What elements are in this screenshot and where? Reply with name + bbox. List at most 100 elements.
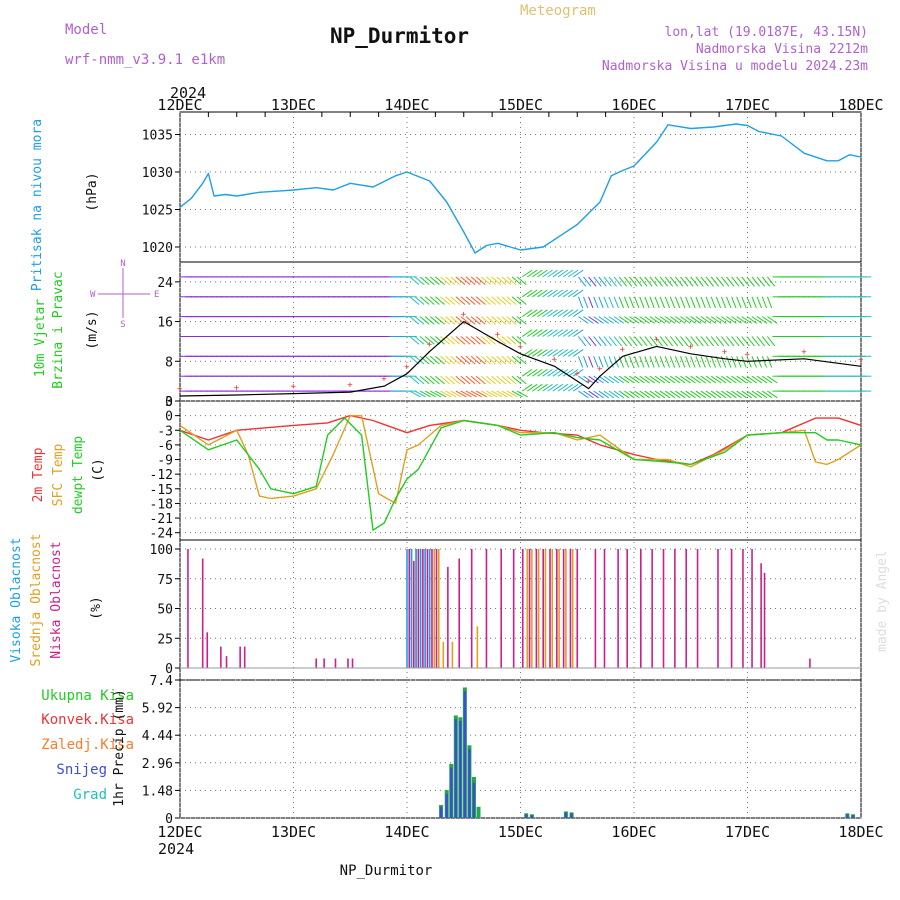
wind-barb	[455, 316, 466, 325]
wind-barb	[435, 355, 445, 365]
wind-barb	[736, 356, 742, 368]
snow-bar	[439, 806, 443, 818]
y-tick-label: 0	[165, 395, 173, 410]
wind-barb	[562, 269, 574, 278]
model-name: wrf-nmm_v3.9.1 e1km	[65, 52, 225, 68]
wind-barb	[537, 383, 548, 392]
wind-barb	[634, 356, 640, 368]
wind-gust-marker: +	[722, 347, 728, 357]
y-tick-label: -3	[157, 424, 173, 439]
footer-station: NP_Durmitor	[340, 863, 433, 879]
wind-barb	[685, 336, 694, 347]
wind-barb	[741, 375, 752, 384]
wind-barb	[675, 375, 686, 384]
wind-barb	[588, 336, 597, 347]
wind-barb	[675, 390, 686, 399]
wind-barb	[603, 336, 612, 347]
wind-barb	[419, 375, 430, 385]
wind-gust-marker: +	[495, 330, 501, 340]
wind-barb	[624, 336, 633, 347]
wind-barb	[710, 375, 722, 384]
y-tick-label: 1020	[142, 241, 173, 256]
wind-barb	[761, 356, 768, 368]
wind-barb	[649, 375, 661, 384]
wind-barb	[726, 356, 732, 368]
wind-barb	[761, 296, 768, 309]
wind-barb	[644, 356, 650, 368]
wind-barb	[578, 336, 587, 347]
wind-gust-marker: +	[552, 355, 558, 365]
wind-barb	[654, 276, 663, 287]
wind-barb	[577, 296, 584, 309]
wind-barb	[598, 296, 604, 309]
x-tick-label-bottom: 12DEC	[157, 823, 202, 841]
wind-barb	[496, 276, 507, 285]
wind-barb	[685, 390, 696, 399]
wind-barb	[470, 336, 481, 345]
wind-barb	[598, 336, 607, 347]
wind-barb	[445, 276, 456, 285]
wind-barb	[659, 375, 671, 384]
wind-barb	[501, 390, 513, 398]
wind-barb	[746, 296, 752, 309]
wind-barb	[567, 329, 579, 337]
wind-barb	[664, 390, 676, 399]
wind-barb	[429, 336, 440, 345]
wind-barb	[618, 336, 628, 347]
wind-barb	[695, 316, 707, 324]
y-tick-label: -24	[150, 527, 174, 542]
wind-barb	[721, 375, 732, 384]
wind-barb	[567, 349, 579, 357]
wind-barb	[731, 356, 737, 368]
wind-barb	[613, 296, 619, 309]
snow-bar	[450, 767, 453, 818]
wind-barb	[532, 329, 543, 337]
wind-barb	[716, 390, 727, 399]
wind-gust-marker: +	[291, 382, 297, 392]
wind-barb	[506, 316, 517, 325]
wind-barb	[547, 289, 558, 298]
wind-barb	[491, 390, 503, 398]
wind-barb	[644, 375, 655, 384]
compass-e: E	[154, 290, 159, 300]
wind-barb	[639, 356, 645, 368]
wind-barb	[491, 296, 502, 305]
wind-barb	[547, 269, 558, 278]
y-tick-label: 1030	[142, 166, 173, 181]
wind-barb	[491, 276, 502, 285]
elevation-label: Nadmorska Visina 2212m	[696, 42, 868, 57]
wind-barb	[552, 309, 564, 318]
y-tick-label: 24	[157, 276, 173, 291]
wind-barb	[516, 375, 527, 385]
wind-barb	[741, 276, 750, 287]
wind-barb	[588, 316, 599, 324]
y-tick-label: 3	[165, 395, 173, 410]
wind-barb	[736, 316, 747, 324]
cloud-label-3: Niska Oblacnost	[49, 541, 64, 658]
wind-barb	[414, 375, 425, 385]
y-tick-label: 50	[157, 603, 173, 618]
wind-barb	[475, 296, 486, 305]
wind-barb	[736, 390, 747, 399]
wind-barb	[598, 375, 609, 384]
wind-barb	[465, 336, 476, 345]
wind-label-2: Brzina i Pravac	[51, 271, 66, 388]
wind-gust-marker: +	[381, 375, 387, 385]
snow-bar	[454, 719, 458, 818]
wind-barb	[567, 309, 579, 318]
x-tick-label-bottom: 15DEC	[498, 823, 543, 841]
wind-barb	[429, 296, 440, 305]
wind-barb	[608, 375, 620, 384]
wind-barb	[624, 390, 635, 399]
wind-barb	[532, 383, 543, 392]
wind-barb	[506, 296, 517, 305]
wind-barb	[603, 296, 609, 309]
wind-barb	[480, 296, 491, 305]
legend-snow: Snijeg	[56, 762, 107, 778]
wind-gust-marker: +	[654, 335, 660, 345]
x-tick-label-top: 17DEC	[725, 96, 770, 114]
wind-barb	[460, 375, 471, 385]
wind-barb	[674, 296, 681, 309]
panel-frame-temp	[179, 400, 862, 541]
wind-barb	[721, 316, 732, 324]
